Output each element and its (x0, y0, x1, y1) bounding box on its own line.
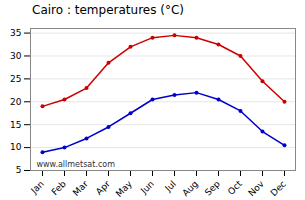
svg-text:5: 5 (16, 165, 22, 175)
svg-text:Nov: Nov (246, 178, 266, 198)
html-text:Cairo : temperatures (°C): Cairo : temperatures (°C) (32, 3, 184, 17)
svg-text:www.allmetsat.com: www.allmetsat.com (37, 160, 116, 169)
svg-text:20: 20 (10, 97, 22, 107)
svg-text:Jan: Jan (28, 179, 46, 197)
svg-text:Apr: Apr (94, 179, 112, 197)
svg-text:Mar: Mar (71, 178, 90, 197)
svg-text:10: 10 (10, 142, 22, 152)
svg-text:25: 25 (10, 74, 21, 84)
svg-text:30: 30 (10, 51, 22, 61)
svg-text:Dec: Dec (269, 179, 288, 198)
svg-text:Jul: Jul (162, 179, 177, 194)
svg-text:15: 15 (10, 120, 21, 130)
svg-text:35: 35 (10, 28, 21, 38)
svg-text:Sep: Sep (203, 179, 222, 198)
svg-text:Jun: Jun (138, 179, 156, 197)
svg-text:Feb: Feb (50, 179, 69, 198)
svg-text:Aug: Aug (180, 179, 200, 199)
svg-text:May: May (114, 178, 135, 199)
svg-text:Oct: Oct (226, 178, 244, 196)
